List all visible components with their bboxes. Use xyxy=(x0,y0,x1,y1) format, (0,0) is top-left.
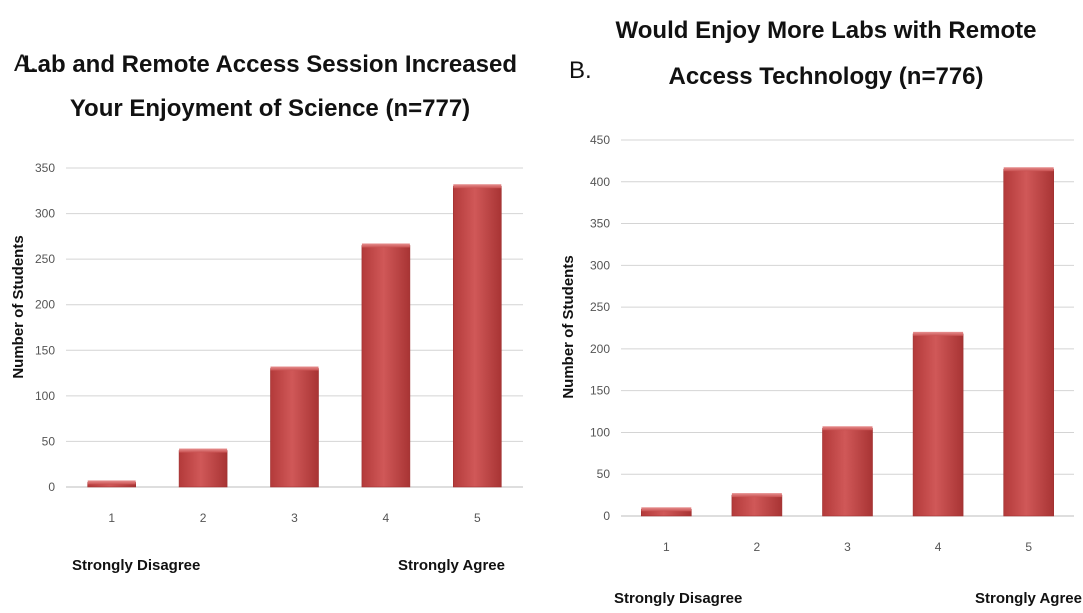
panel-a-bar-top xyxy=(179,448,228,453)
panel-b-x-tick-label: 5 xyxy=(1025,540,1032,554)
panel-a: A. Lab and Remote Access Session Increas… xyxy=(10,50,523,574)
panel-b-x-tick-label: 4 xyxy=(935,540,942,554)
panel-a-x-tick-label: 4 xyxy=(383,511,390,525)
panel-a-bar xyxy=(361,245,411,488)
panel-b-bar xyxy=(912,333,964,517)
panel-b-bar-top xyxy=(641,507,692,512)
panel-b-bar xyxy=(822,427,873,517)
panel-a-y-tick-label: 0 xyxy=(48,480,55,494)
panel-a-title-line-2: Your Enjoyment of Science (n=777) xyxy=(70,95,470,122)
panel-b-bar-top xyxy=(822,426,873,431)
panel-b-bar xyxy=(731,494,783,517)
panel-a-y-tick-label: 50 xyxy=(42,434,56,448)
panel-b-bar-top xyxy=(1003,167,1054,172)
panel-a-y-tick-label: 150 xyxy=(35,343,55,357)
panel-a-bar xyxy=(270,368,319,488)
panel-b-x-tick-label: 3 xyxy=(844,540,851,554)
panel-a-title-line-1: Lab and Remote Access Session Increased xyxy=(23,51,517,78)
panel-b-anchor-left: Strongly Disagree xyxy=(614,590,742,607)
panel-b-bar xyxy=(1003,168,1055,517)
panel-b-y-tick-label: 450 xyxy=(590,133,610,147)
panel-a-x-tick-label: 3 xyxy=(291,511,298,525)
panel-a-y-tick-label: 200 xyxy=(35,298,55,312)
panel-a-bar xyxy=(178,450,228,488)
panel-b-x-tick-label: 2 xyxy=(754,540,761,554)
panel-b-y-tick-label: 200 xyxy=(590,342,610,356)
panel-a-x-tick-label: 2 xyxy=(200,511,207,525)
panel-b-title-line-1: Would Enjoy More Labs with Remote xyxy=(616,17,1037,44)
panel-a-x-tick-label: 1 xyxy=(108,511,115,525)
panel-b-y-tick-label: 0 xyxy=(603,509,610,523)
panel-a-y-axis-label: Number of Students xyxy=(10,235,27,378)
panel-a-y-tick-label: 300 xyxy=(35,207,55,221)
panel-a-anchor-right: Strongly Agree xyxy=(398,557,505,574)
panel-a-bar-top xyxy=(270,366,319,371)
panel-b-x-tick-label: 1 xyxy=(663,540,670,554)
panel-b-y-axis-label: Number of Students xyxy=(560,255,577,398)
panel-a-bar xyxy=(452,185,502,488)
panel-a-anchor-left: Strongly Disagree xyxy=(72,557,200,574)
panel-a-letter: A. xyxy=(14,50,37,77)
panel-b-y-tick-label: 400 xyxy=(590,175,610,189)
panel-a-plot: 0 50 100 150 200 250 300 350 1 2 3 4 5 xyxy=(35,161,523,525)
panel-a-bar-top xyxy=(453,184,502,189)
panel-a-bar-top xyxy=(87,480,136,485)
panel-b-bar-top xyxy=(913,331,964,336)
panel-b-y-tick-label: 250 xyxy=(590,300,610,314)
panel-a-y-tick-label: 350 xyxy=(35,161,55,175)
panel-b-letter: B. xyxy=(569,57,592,84)
panel-a-y-tick-label: 100 xyxy=(35,389,55,403)
panel-a-x-tick-label: 5 xyxy=(474,511,481,525)
panel-b-y-tick-label: 50 xyxy=(597,467,611,481)
panel-b-anchor-right: Strongly Agree xyxy=(975,590,1082,607)
panel-b-y-tick-label: 300 xyxy=(590,258,610,272)
panel-a-bar-top xyxy=(361,243,410,248)
panel-a-y-tick-label: 250 xyxy=(35,252,55,266)
panel-b-y-tick-label: 150 xyxy=(590,384,610,398)
panel-b-bar-top xyxy=(731,493,782,498)
panel-b-y-tick-label: 350 xyxy=(590,217,610,231)
panel-b-title-line-2: Access Technology (n=776) xyxy=(669,63,984,90)
panel-b-y-tick-label: 100 xyxy=(590,425,610,439)
panel-b-plot: 0 50 100 150 200 250 300 350 400 450 1 2 3 4 5 xyxy=(590,133,1074,554)
panel-b: B. Would Enjoy More Labs with Remote Acc… xyxy=(560,17,1082,607)
